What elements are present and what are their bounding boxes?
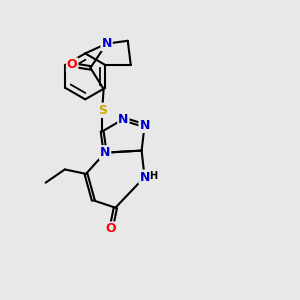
Text: N: N	[100, 146, 110, 159]
Text: N: N	[140, 119, 150, 132]
Text: S: S	[98, 104, 107, 117]
Text: N: N	[118, 112, 129, 126]
Text: S: S	[98, 104, 107, 117]
Text: N: N	[101, 37, 112, 50]
Text: N: N	[140, 171, 150, 184]
Text: O: O	[106, 222, 116, 236]
Text: O: O	[67, 58, 77, 71]
Text: H: H	[149, 171, 157, 181]
